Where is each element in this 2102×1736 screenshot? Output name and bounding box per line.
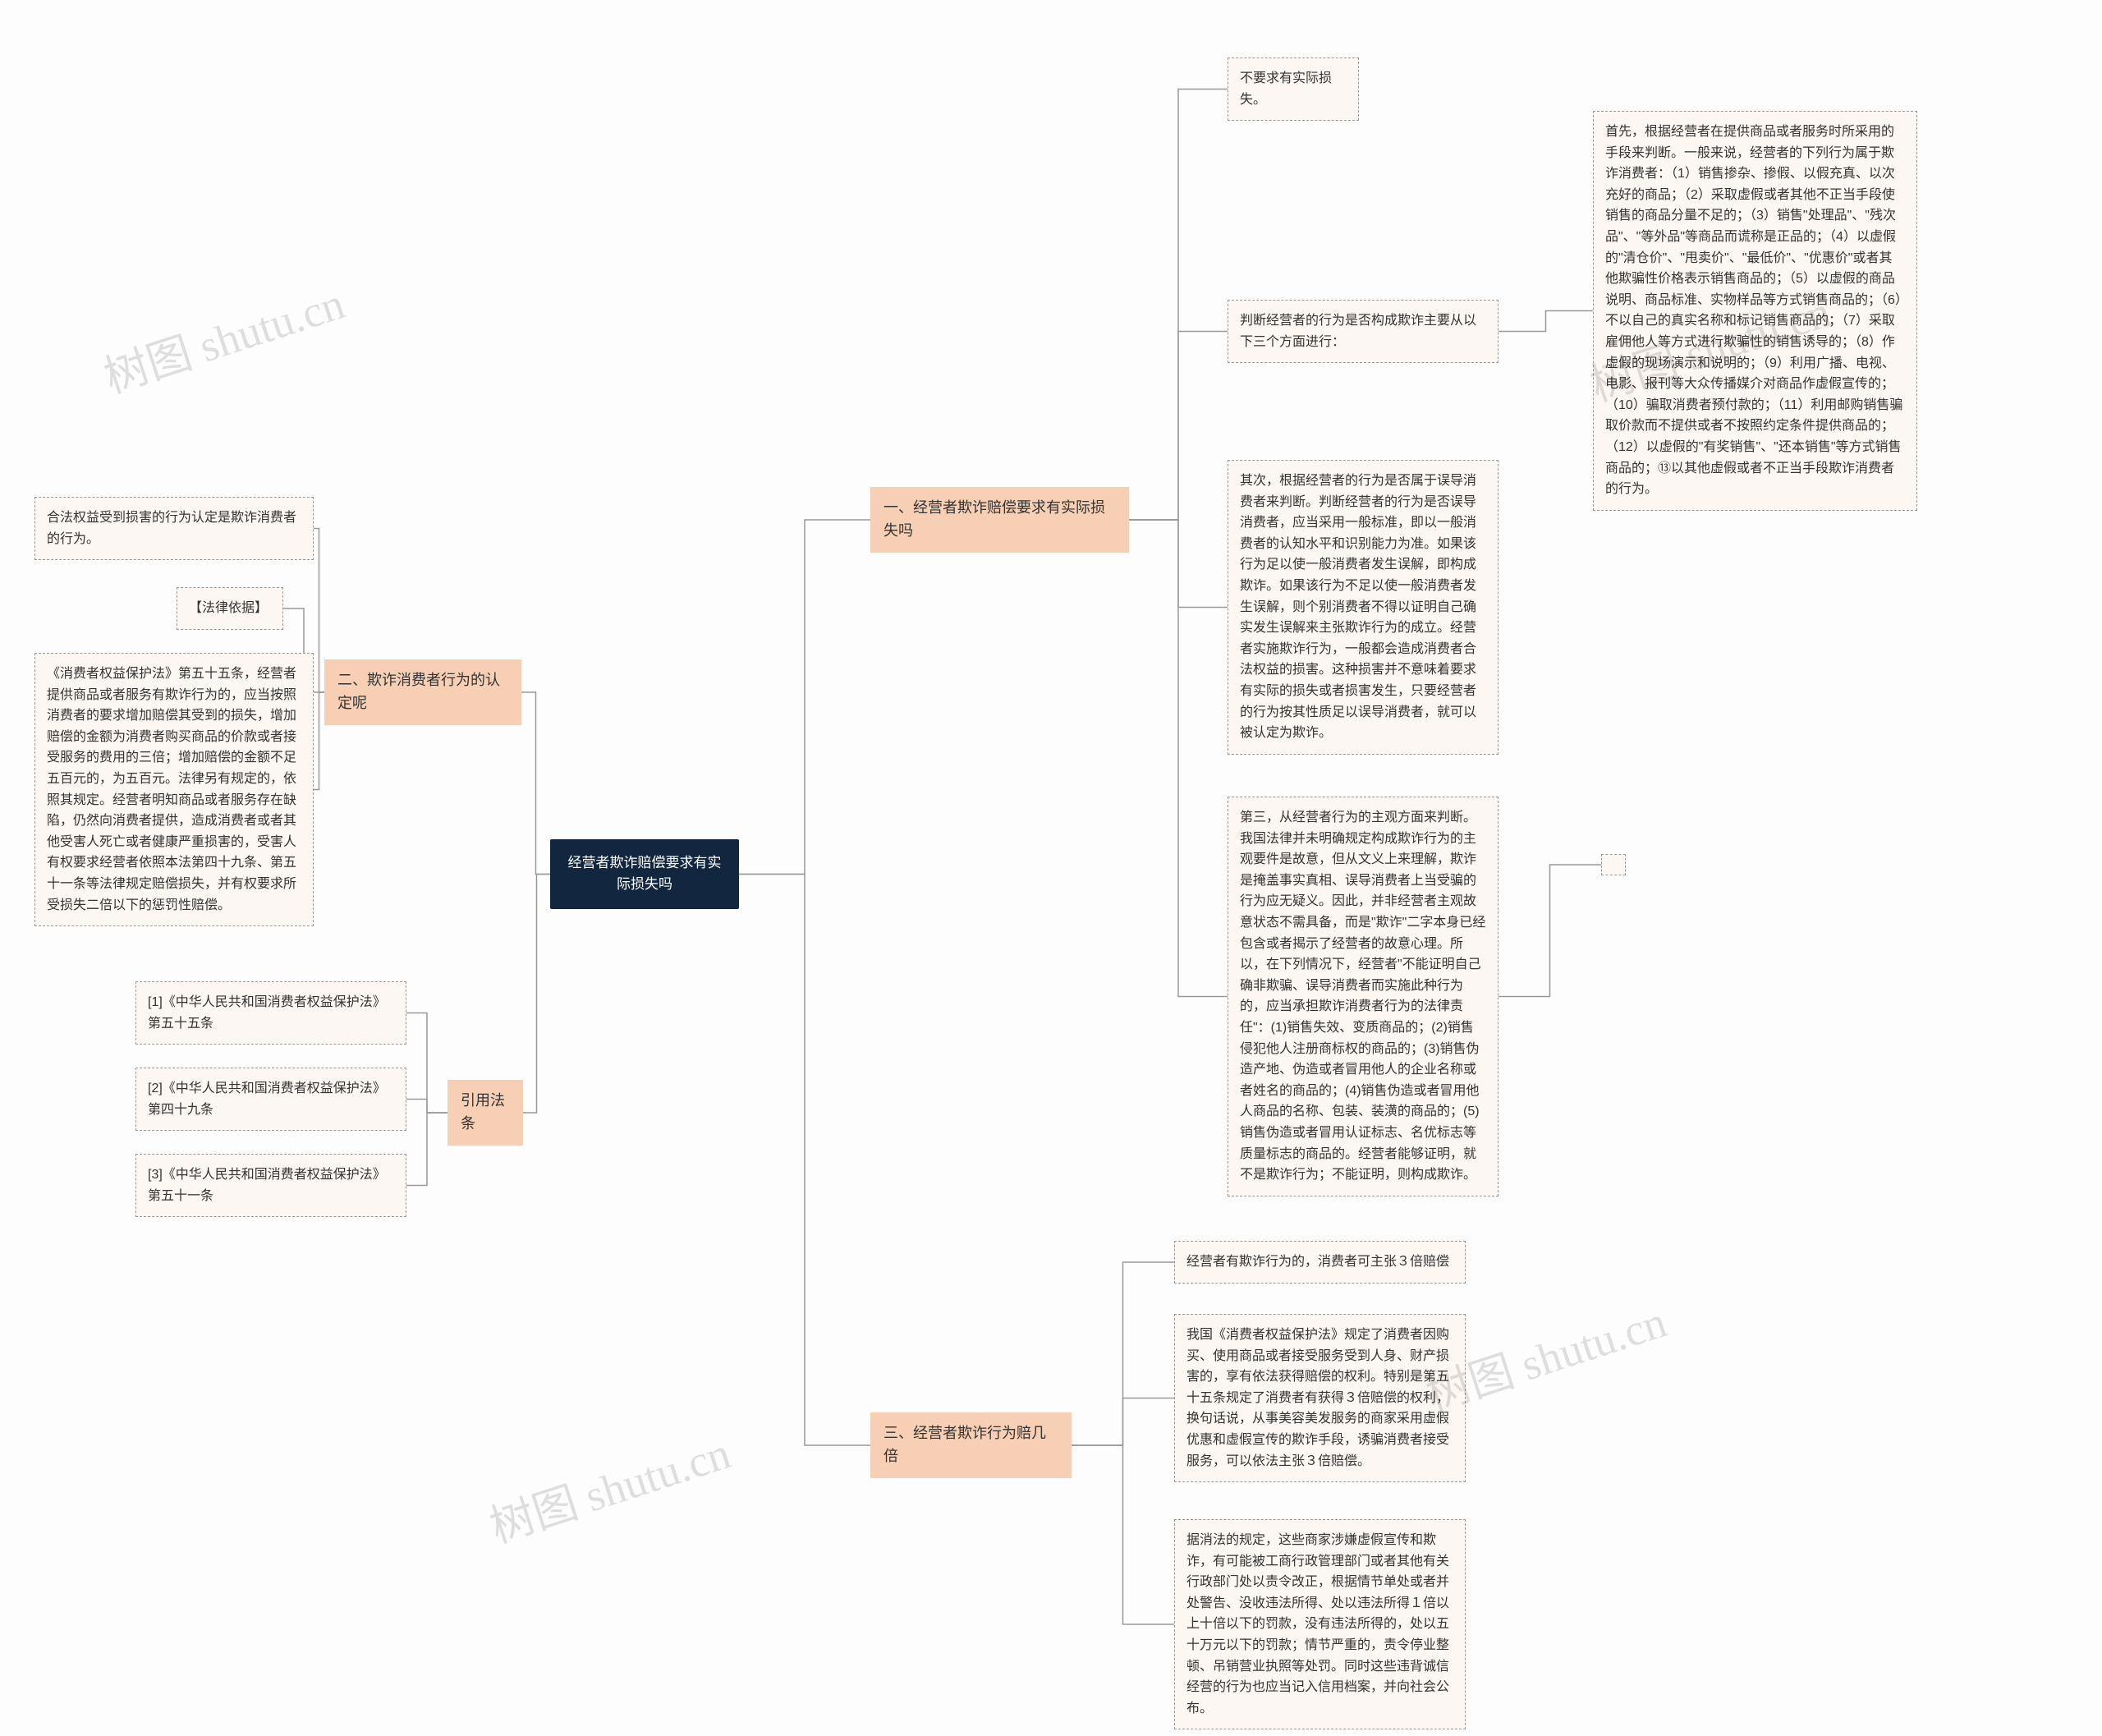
- leaf-1b: 判断经营者的行为是否构成欺诈主要从以下三个方面进行：: [1228, 300, 1498, 363]
- leaf-3b: 我国《消费者权益保护法》规定了消费者因购买、使用商品或者接受服务受到人身、财产损…: [1174, 1314, 1466, 1482]
- leaf-2b: 【法律依据】: [177, 587, 283, 630]
- leaf-3c: 据消法的规定，这些商家涉嫌虚假宣传和欺诈，有可能被工商行政管理部门或者其他有关行…: [1174, 1519, 1466, 1729]
- watermark: 树图 shutu.cn: [94, 267, 351, 406]
- root-node: 经营者欺诈赔偿要求有实 际损失吗: [550, 839, 739, 909]
- leaf-2a: 合法权益受到损害的行为认定是欺诈消费者的行为。: [34, 497, 314, 560]
- leaf-1c: 其次，根据经营者的行为是否属于误导消费者来判断。判断经营者的行为是否误导消费者，…: [1228, 460, 1498, 755]
- leaf-3a: 经营者有欺诈行为的，消费者可主张３倍赔偿: [1174, 1241, 1466, 1284]
- mindmap-canvas: 经营者欺诈赔偿要求有实 际损失吗 一、经营者欺诈赔偿要求有实际损失吗 不要求有实…: [0, 0, 2102, 1736]
- branch-section-1: 一、经营者欺诈赔偿要求有实际损失吗: [870, 487, 1129, 553]
- root-title-line1: 经营者欺诈赔偿要求有实: [565, 852, 724, 874]
- leaf-ref-c: [3]《中华人民共和国消费者权益保护法》第五十一条: [135, 1154, 406, 1217]
- leaf-tiny: [1601, 854, 1626, 875]
- leaf-ref-b: [2]《中华人民共和国消费者权益保护法》第四十九条: [135, 1068, 406, 1131]
- leaf-1b-detail: 首先，根据经营者在提供商品或者服务时所采用的手段来判断。一般来说，经营者的下列行…: [1593, 111, 1917, 511]
- branch-section-2: 二、欺诈消费者行为的认定呢: [324, 659, 521, 725]
- root-title-line2: 际损失吗: [565, 874, 724, 895]
- leaf-1a: 不要求有实际损失。: [1228, 57, 1359, 121]
- branch-refs: 引用法条: [447, 1080, 523, 1146]
- leaf-ref-a: [1]《中华人民共和国消费者权益保护法》第五十五条: [135, 981, 406, 1045]
- leaf-2c: 《消费者权益保护法》第五十五条，经营者提供商品或者服务有欺诈行为的，应当按照消费…: [34, 653, 314, 926]
- watermark: 树图 shutu.cn: [480, 1417, 737, 1555]
- branch-section-3: 三、经营者欺诈行为赔几倍: [870, 1412, 1072, 1478]
- leaf-1d: 第三，从经营者行为的主观方面来判断。我国法律并未明确规定构成欺诈行为的主观要件是…: [1228, 797, 1498, 1196]
